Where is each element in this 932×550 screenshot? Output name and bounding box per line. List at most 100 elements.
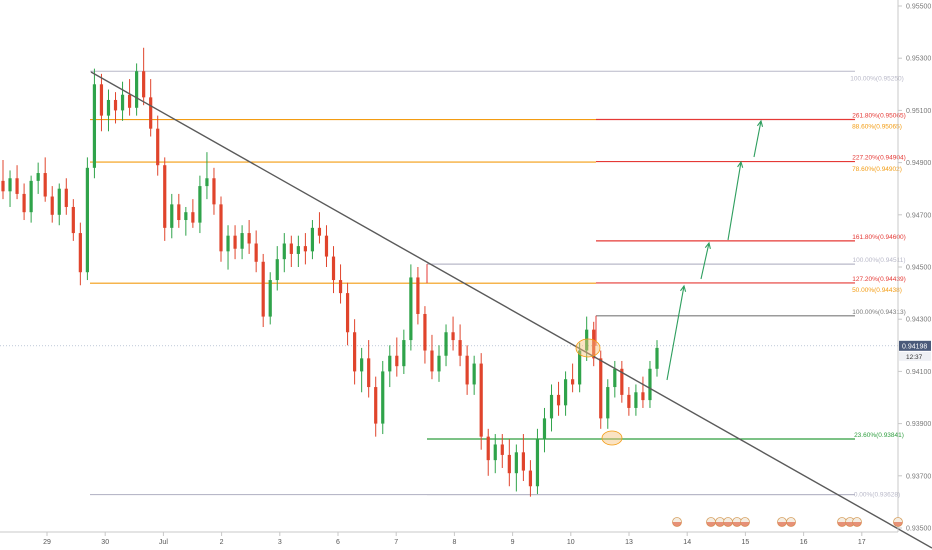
fibonacci-levels: 100.00%(0.95250) 88.60%(0.95065) 78.60%(0.… — [90, 70, 906, 499]
event-flag-icon — [893, 522, 903, 527]
candle-body — [563, 379, 568, 406]
candle-body — [423, 313, 427, 351]
candle-body — [296, 246, 300, 254]
projection-arrow — [700, 242, 710, 280]
candle — [381, 360, 385, 435]
breakout-highlight — [575, 338, 601, 358]
candle — [317, 212, 322, 244]
candle — [493, 434, 497, 474]
candle — [458, 324, 462, 367]
projection-arrow — [727, 161, 742, 241]
right-fib-label: 127.20%(0.94439) — [852, 276, 906, 283]
candle — [1, 159, 5, 200]
candle-body — [317, 227, 322, 236]
candle-body — [345, 293, 350, 333]
candle — [388, 345, 392, 388]
candle-body — [556, 394, 561, 406]
candle — [578, 342, 582, 393]
candle — [50, 186, 54, 223]
candle — [648, 360, 652, 408]
candle — [571, 363, 575, 393]
event-flag-icon — [740, 522, 750, 527]
candle — [507, 439, 511, 487]
candle-body — [289, 243, 293, 254]
candle-body — [240, 233, 244, 249]
candle — [275, 246, 279, 291]
candle — [374, 376, 378, 437]
candle-body — [142, 71, 146, 98]
candle-body — [57, 188, 61, 215]
candle — [92, 68, 97, 179]
candle-body — [184, 212, 188, 221]
right-fib-label: 227.20%(0.94904) — [852, 155, 906, 162]
candle — [535, 428, 540, 495]
candle-body — [71, 206, 75, 234]
candle-body — [261, 261, 265, 317]
candle — [549, 384, 554, 432]
candle — [184, 206, 188, 236]
candle — [310, 220, 315, 260]
candle-body — [606, 387, 610, 419]
candle — [226, 225, 230, 270]
event-flag-icon — [706, 522, 716, 527]
x-tick-label: 2 — [220, 539, 224, 546]
candle — [627, 387, 631, 416]
candle-body — [64, 188, 68, 207]
candle — [142, 47, 146, 106]
arrow-head — [756, 119, 764, 127]
candle-body — [585, 329, 589, 351]
candle — [240, 225, 244, 260]
projection-arrow — [753, 120, 762, 158]
right-fib-label: 261.80%(0.95065) — [852, 113, 906, 120]
candle — [268, 272, 272, 325]
right-fib-label: 161.80%(0.94600) — [852, 234, 906, 241]
candle-body — [571, 379, 575, 385]
candle-body — [627, 394, 631, 408]
countdown-badge — [899, 351, 931, 361]
candle — [212, 167, 216, 215]
candle-body — [219, 204, 223, 252]
candle-body — [177, 204, 181, 221]
candle — [282, 233, 286, 273]
event-flag-icon — [852, 522, 862, 527]
candle — [219, 196, 223, 262]
y-tick-label: 0.93900 — [906, 421, 931, 428]
candle-body — [521, 452, 525, 471]
event-flag-icon — [786, 522, 796, 527]
candle-body — [388, 355, 392, 372]
candle — [338, 264, 343, 304]
candle-body — [472, 363, 476, 385]
x-tick-label: 17 — [858, 539, 866, 546]
candle-body — [198, 186, 202, 223]
x-tick-label: 6 — [336, 539, 340, 546]
candle-body — [514, 452, 518, 474]
candle-body — [367, 358, 371, 388]
candle — [135, 63, 139, 116]
arrow-head — [737, 160, 744, 168]
candle — [156, 115, 160, 176]
x-tick-label: 14 — [683, 539, 691, 546]
candle-body — [106, 99, 111, 116]
candle-body — [360, 358, 364, 372]
candle-body — [163, 165, 167, 228]
candle-body — [620, 368, 624, 395]
candle — [43, 157, 47, 202]
event-flag-icon — [732, 522, 742, 527]
current-price-badge — [899, 340, 931, 351]
candle — [331, 246, 336, 294]
candle-body — [22, 193, 26, 213]
candle-body — [310, 227, 315, 252]
right-fib-label: 100.00%(0.94511) — [852, 257, 905, 264]
candle — [163, 157, 167, 241]
candle — [254, 230, 258, 273]
candle — [247, 220, 251, 254]
candle — [198, 175, 202, 234]
candle — [289, 235, 293, 267]
y-tick-label: 0.95300 — [906, 56, 931, 63]
candle-body — [8, 178, 12, 192]
candle-body — [1, 180, 5, 192]
candle — [620, 360, 624, 403]
candle — [29, 175, 33, 223]
candle — [599, 350, 603, 429]
